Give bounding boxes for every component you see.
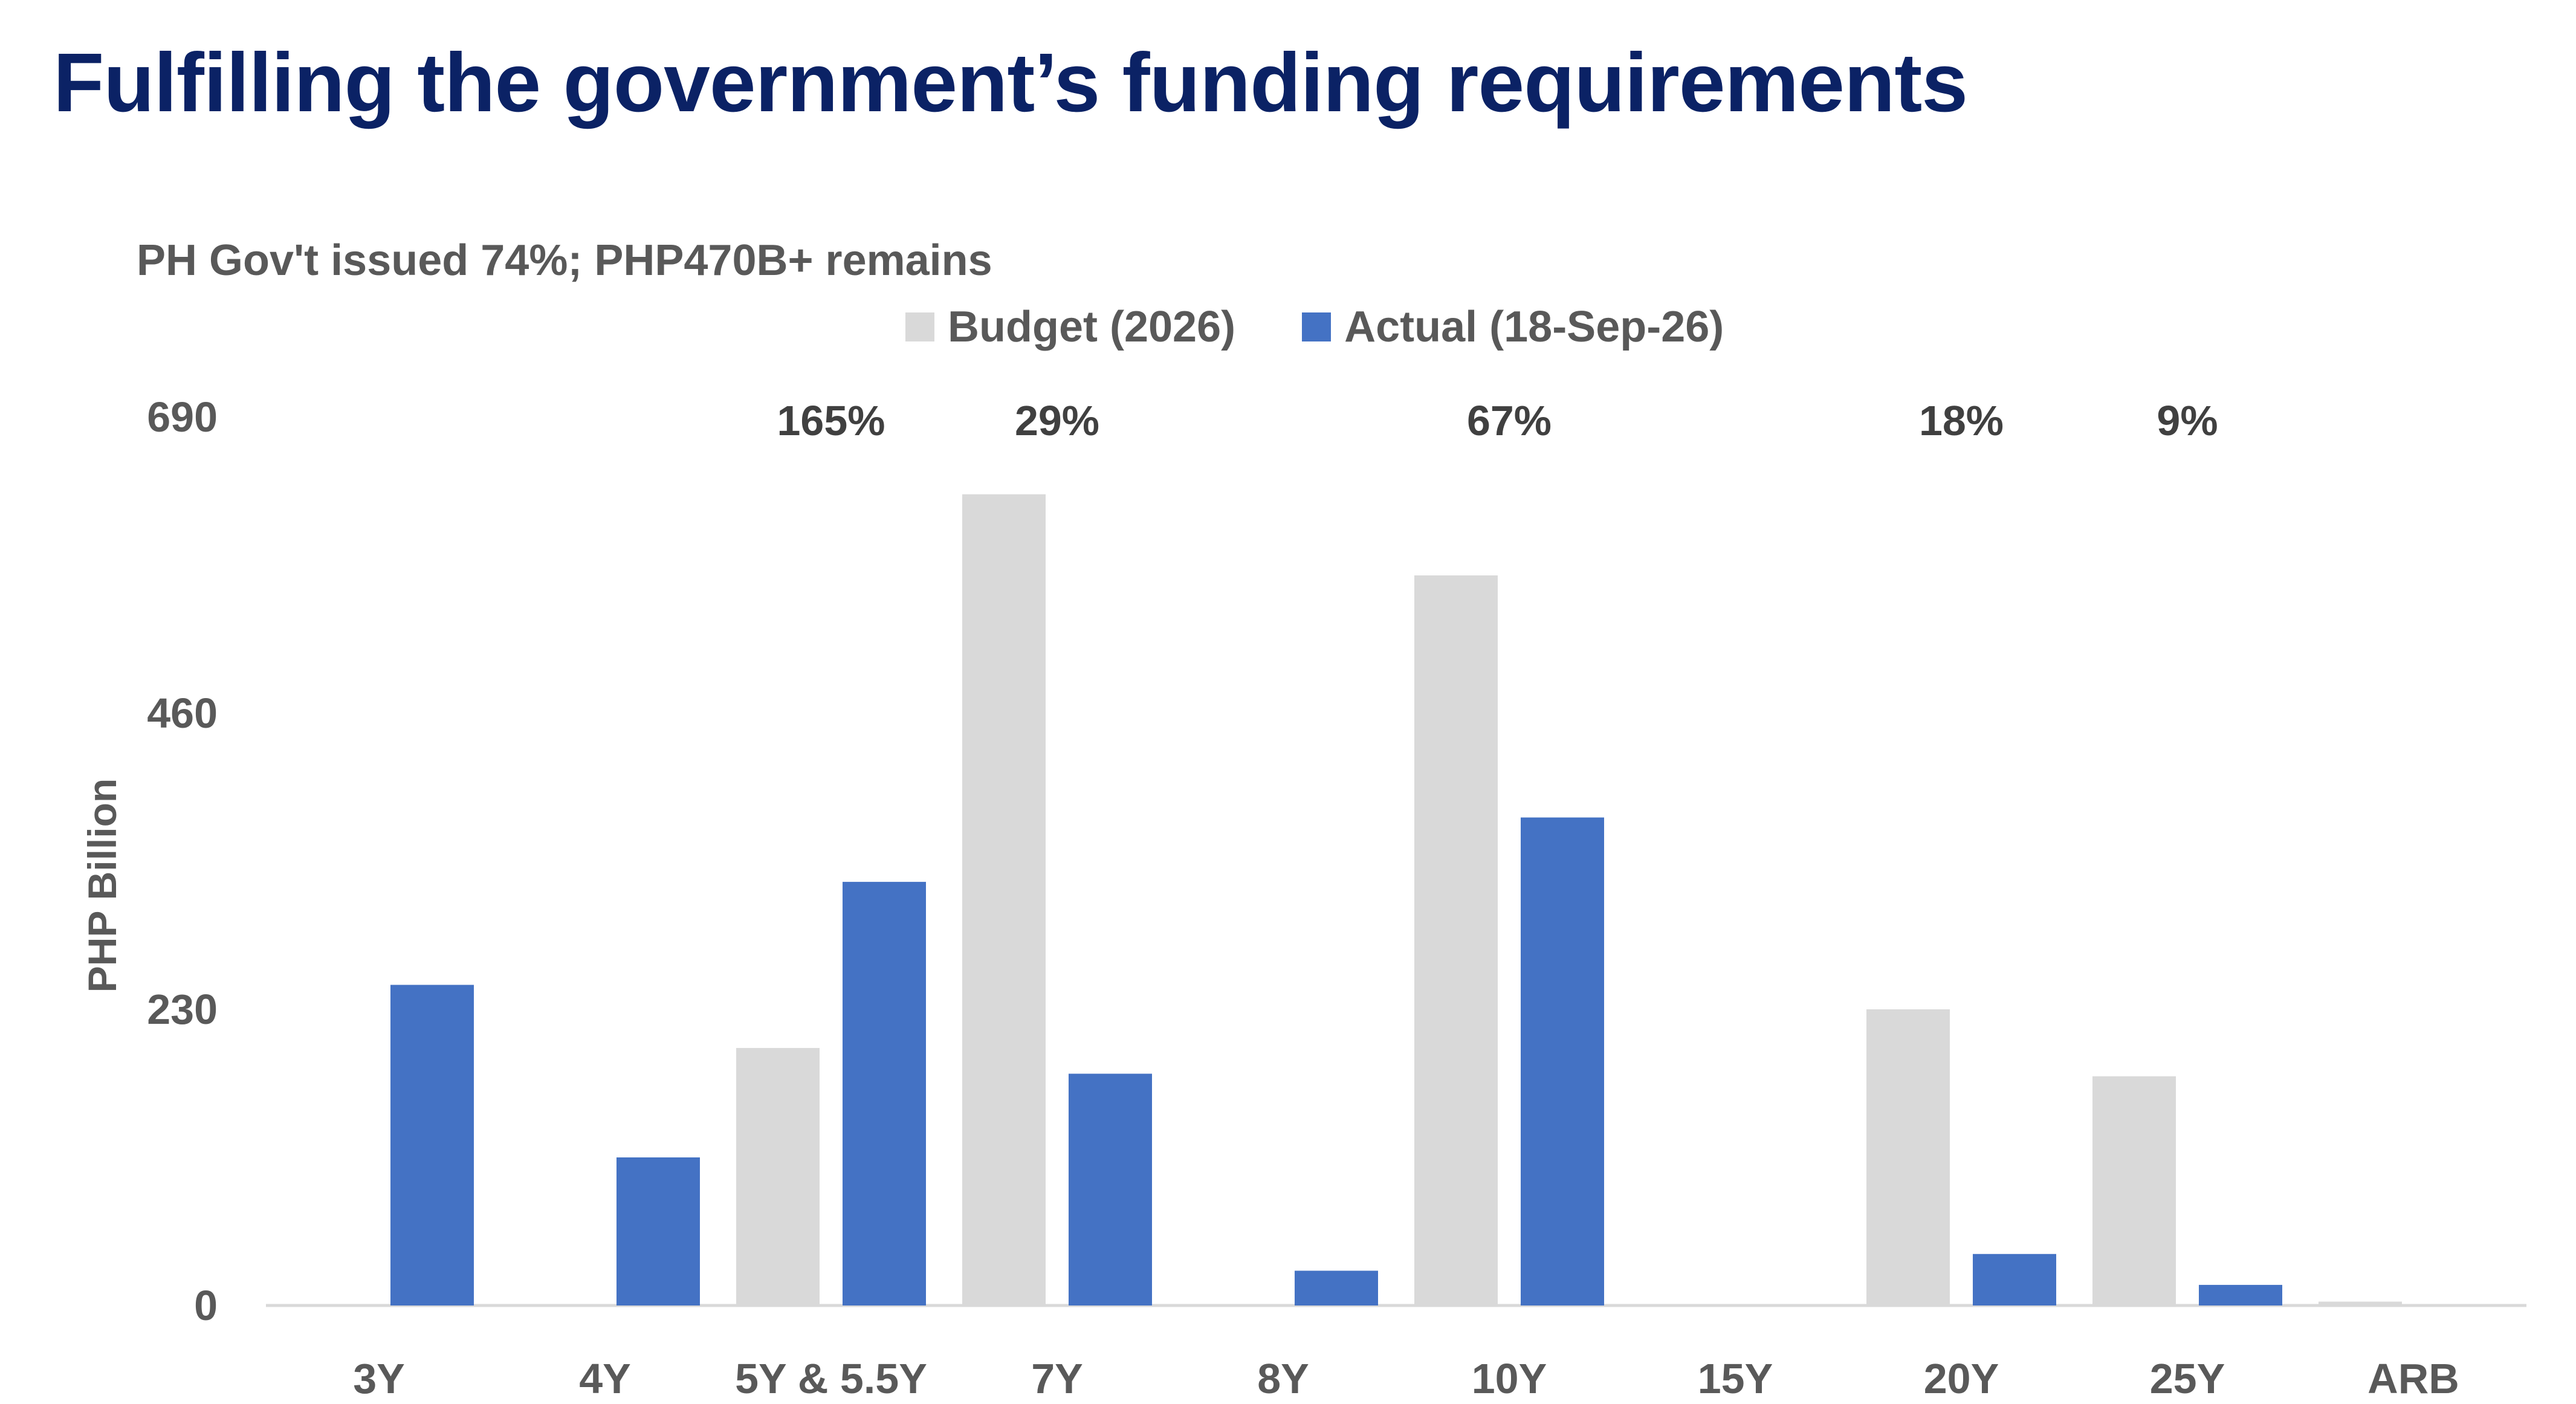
pct-label-7: 18% — [1919, 397, 2004, 444]
pct-label-3: 29% — [1015, 397, 1099, 444]
pct-label-5: 67% — [1467, 397, 1552, 444]
bar-actual-3 — [1069, 1073, 1152, 1305]
x-tick-label-0: 3Y — [353, 1355, 405, 1402]
y-tick-label-0: 0 — [194, 1282, 218, 1329]
legend-swatch-budget — [905, 312, 934, 341]
bar-actual-8 — [2199, 1284, 2282, 1305]
x-tick-label-7: 20Y — [1924, 1355, 1999, 1402]
bar-actual-4 — [1295, 1270, 1378, 1305]
chart-subtitle: PH Gov't issued 74%; PHP470B+ remains — [137, 236, 992, 285]
legend-item-actual: Actual (18-Sep-26) — [1302, 302, 1724, 352]
pct-label-2: 165% — [777, 397, 885, 444]
bar-budget-3 — [962, 494, 1046, 1305]
y-tick-label-1: 230 — [147, 986, 218, 1033]
pct-label-8: 9% — [2157, 397, 2218, 444]
chart-legend: Budget (2026) Actual (18-Sep-26) — [905, 302, 1790, 352]
x-tick-label-3: 7Y — [1031, 1355, 1083, 1402]
bar-budget-9 — [2319, 1301, 2402, 1305]
y-tick-label-2: 460 — [147, 690, 218, 737]
x-tick-label-6: 15Y — [1698, 1355, 1773, 1402]
y-axis-title: PHP Billion — [80, 778, 125, 993]
bar-actual-5 — [1521, 817, 1604, 1305]
page-title: Fulfilling the government’s funding requ… — [53, 36, 1968, 129]
bar-budget-8 — [2092, 1076, 2176, 1305]
legend-label-actual: Actual (18-Sep-26) — [1344, 303, 1724, 351]
x-tick-label-4: 8Y — [1257, 1355, 1309, 1402]
bar-actual-1 — [616, 1157, 700, 1305]
x-tick-label-8: 25Y — [2150, 1355, 2225, 1402]
legend-item-budget: Budget (2026) — [905, 302, 1235, 352]
bar-budget-7 — [1866, 1009, 1950, 1305]
bar-actual-7 — [1973, 1254, 2056, 1305]
bar-actual-0 — [390, 985, 474, 1305]
x-tick-label-2: 5Y & 5.5Y — [735, 1355, 927, 1402]
x-tick-label-1: 4Y — [579, 1355, 631, 1402]
bar-budget-5 — [1414, 575, 1498, 1305]
legend-swatch-actual — [1302, 312, 1332, 341]
legend-label-budget: Budget (2026) — [948, 303, 1236, 351]
y-tick-label-3: 690 — [147, 393, 218, 441]
bar-actual-2 — [843, 882, 926, 1305]
bar-budget-2 — [736, 1047, 820, 1305]
x-tick-label-5: 10Y — [1472, 1355, 1547, 1402]
x-tick-label-9: ARB — [2367, 1355, 2459, 1402]
